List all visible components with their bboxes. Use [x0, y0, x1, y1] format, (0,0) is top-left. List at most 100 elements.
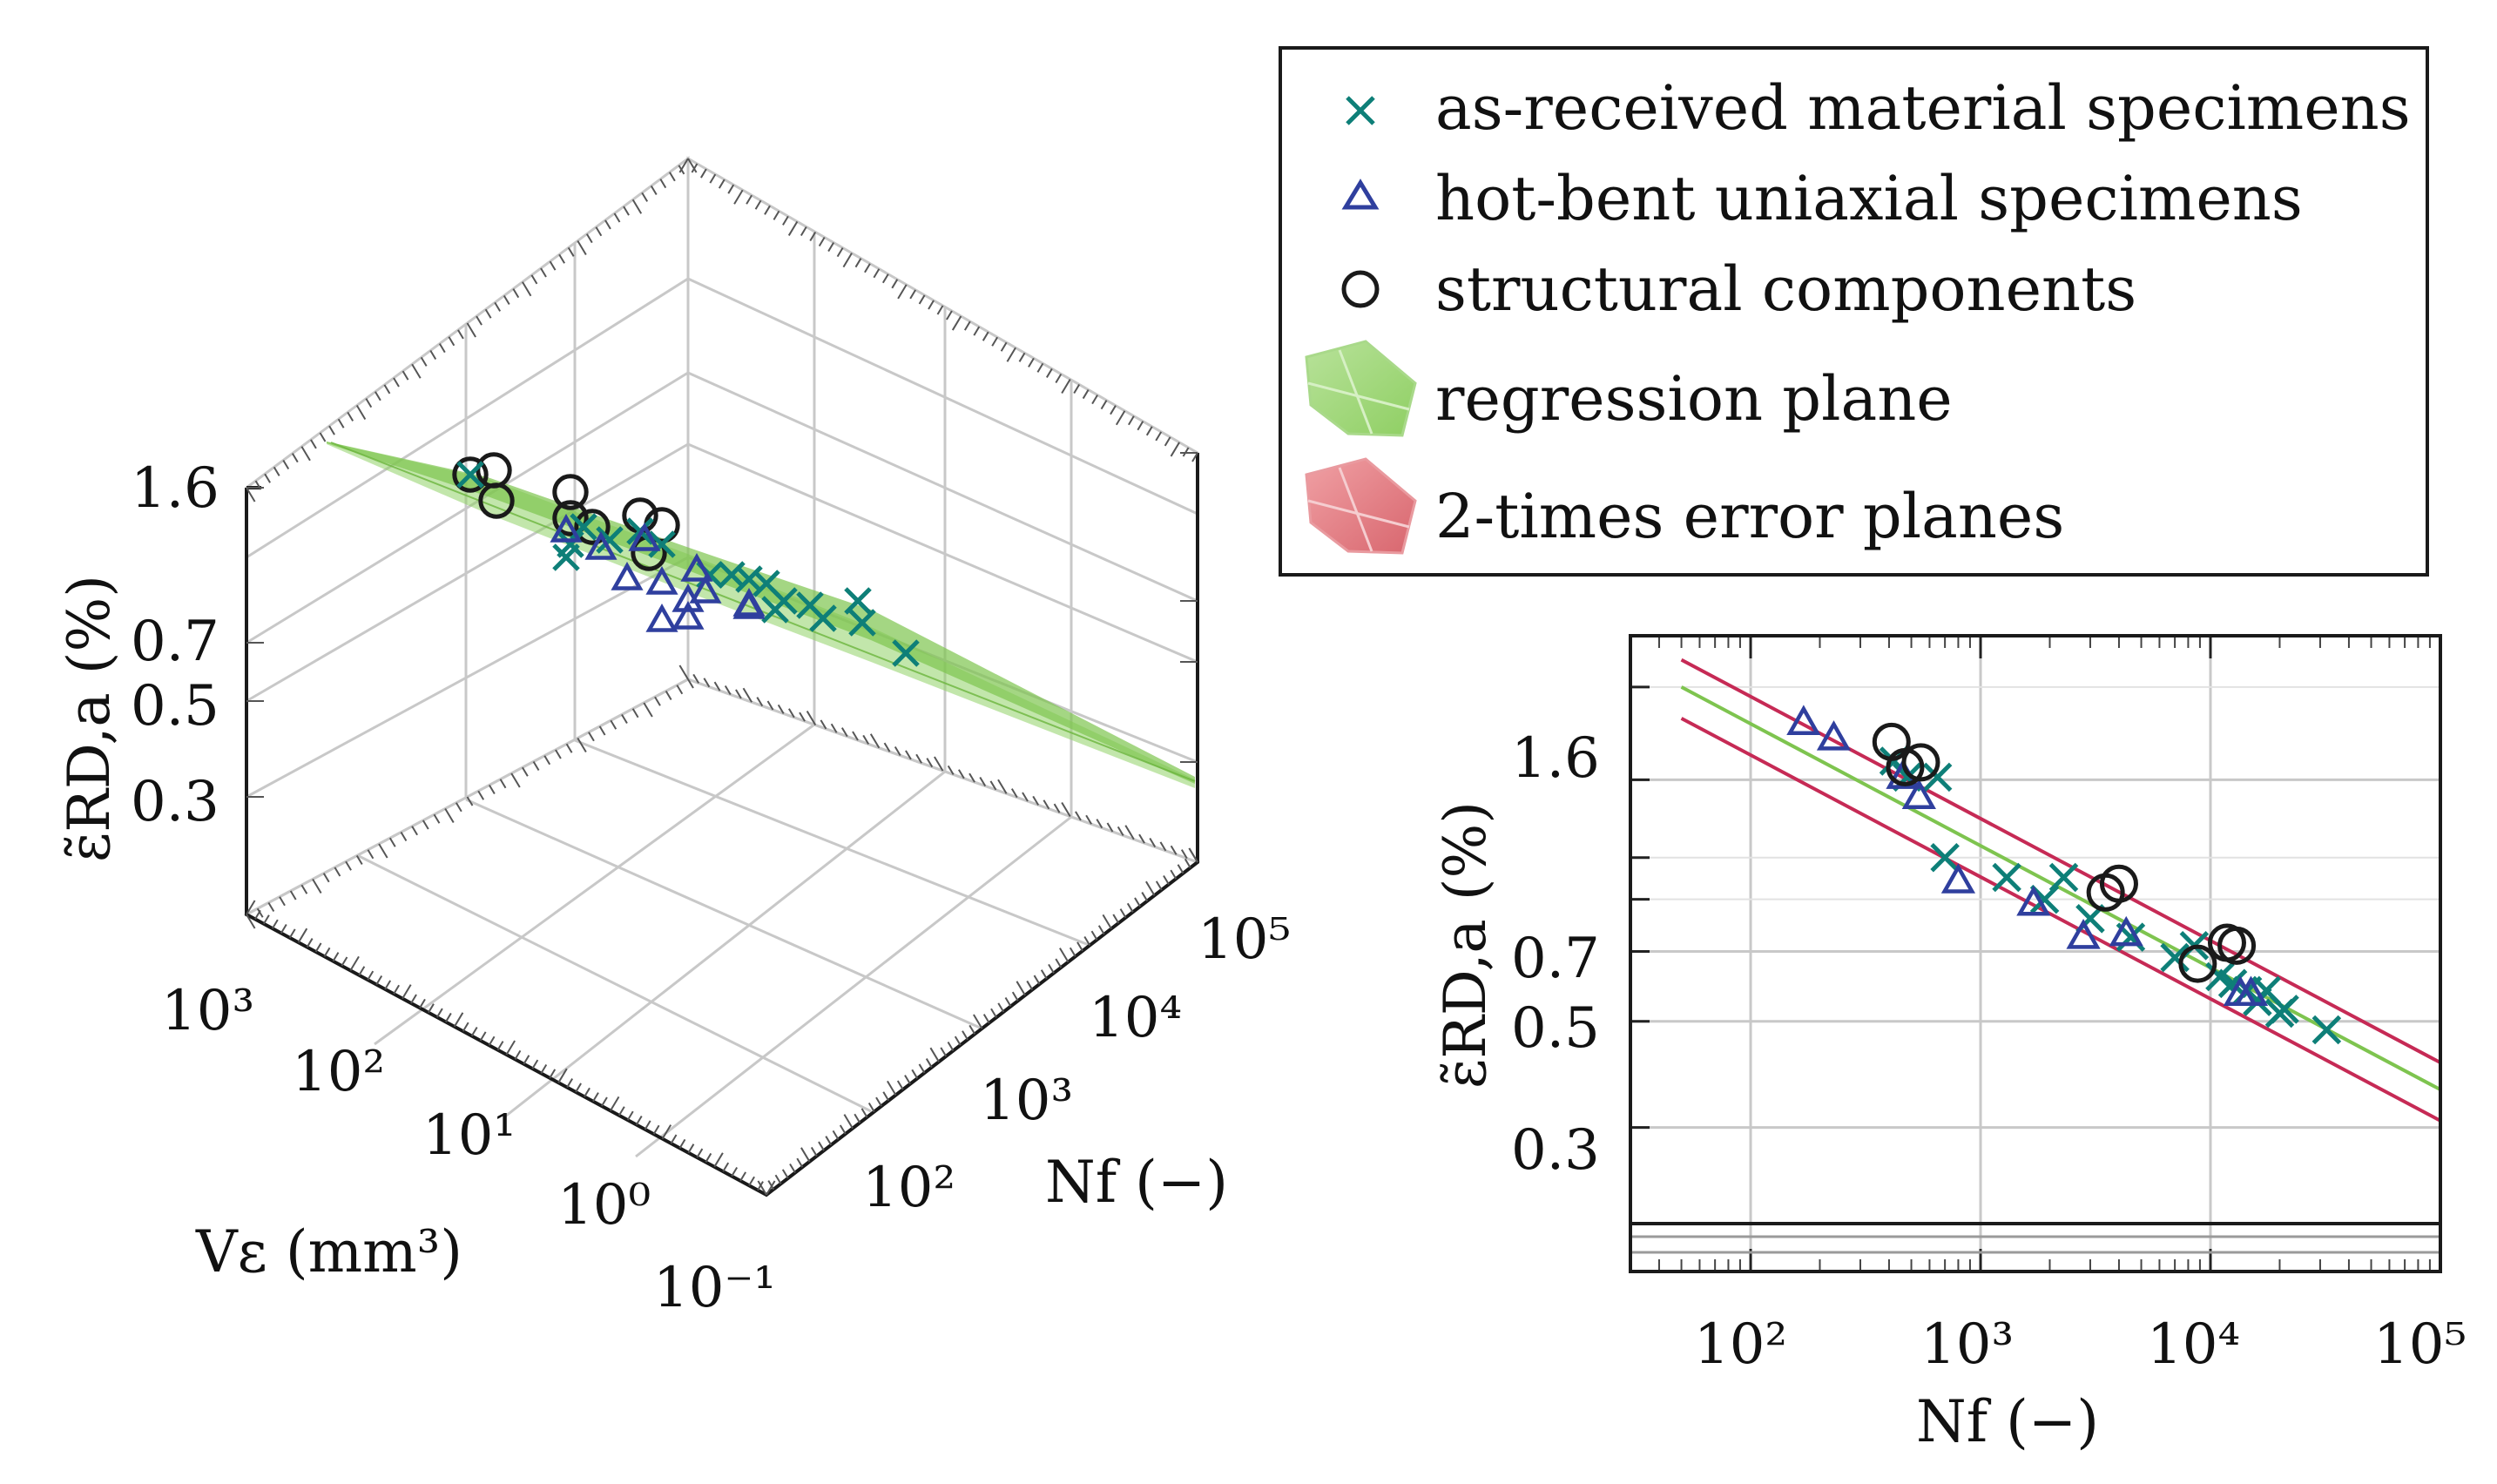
v-tick-label: 10¹ [422, 1103, 516, 1168]
triangle-point [2016, 885, 2051, 916]
cross-point [1922, 762, 1953, 793]
circle-point [2217, 926, 2257, 965]
cross-point-3d [718, 561, 746, 589]
circle-point-3d [452, 456, 489, 493]
triangle-point-3d [628, 523, 661, 551]
triangle-point-3d [680, 553, 713, 582]
legend-item-regression: regression plane [1305, 340, 1953, 437]
grid-3d [243, 156, 1201, 1197]
y-tick-label: 1.6 [1511, 726, 1600, 791]
plot-3d: 1.6 0.7 0.5 0.3 ε̃RD,a (%) 10³ 10² 10¹ 1… [56, 156, 1291, 1320]
cross-point-3d [809, 604, 837, 632]
cross-point-3d [596, 526, 624, 554]
v-tick-label: 10³ [161, 979, 254, 1043]
circle-point [1901, 743, 1940, 782]
triangle-point [2066, 919, 2101, 949]
v-tick-label: 10⁻¹ [653, 1256, 776, 1320]
n-tick-label: 10⁴ [1089, 986, 1182, 1050]
circle-point [1886, 747, 1925, 786]
triangle-marker-icon [1341, 179, 1380, 210]
circle-point [2178, 944, 2217, 983]
circle-point-3d [478, 482, 515, 519]
circle-point-3d [552, 500, 589, 536]
legend-label: structural components [1435, 253, 2136, 325]
cross-point-3d [892, 639, 920, 667]
n-tick-label: 10⁵ [1198, 907, 1291, 972]
plot-2d-area [1630, 636, 2440, 1272]
upper-error-line [1680, 658, 2440, 1064]
n-tick-label: 10² [862, 1156, 955, 1220]
cross-point [1992, 862, 2021, 893]
circle-marker-icon [1341, 270, 1380, 308]
regression-line [1680, 685, 2440, 1091]
z-axis-label: ε̃RD,a (%) [56, 575, 123, 862]
v-tick-label: 10⁰ [557, 1173, 651, 1238]
triangle-point-3d [671, 601, 705, 630]
z-tick-label: 0.5 [131, 674, 219, 739]
triangle-point [2109, 915, 2143, 947]
triangle-point [1901, 779, 1936, 810]
cross-point-3d [761, 596, 789, 624]
legend-item-triangle: hot-bent uniaxial specimens [1341, 163, 2303, 234]
cross-point [2217, 968, 2248, 999]
legend-item-cross: as-received material specimens [1346, 72, 2411, 144]
cross-point-3d [844, 587, 872, 615]
legend-item-error: 2-times error planes [1305, 457, 2064, 555]
circle-point-3d [574, 509, 611, 545]
legend-box [1279, 46, 2429, 577]
ticks-3d [246, 158, 1198, 1196]
triangle-point [1786, 705, 1821, 735]
triangle-point-3d [584, 531, 618, 560]
cross-point-3d [648, 530, 676, 558]
x-tick-label: 10³ [1920, 1312, 2014, 1377]
cross-point [2311, 1015, 2342, 1045]
legend-label: hot-bent uniaxial specimens [1435, 163, 2303, 234]
fit-lines [1680, 658, 2440, 1123]
v-axis-ticks: 10³ 10² 10¹ 10⁰ 10⁻¹ [161, 979, 776, 1320]
cross-marker-icon [1346, 96, 1375, 125]
cross-point-3d [735, 565, 763, 593]
x-tick-label: 10⁵ [2373, 1312, 2467, 1377]
triangle-point-3d [689, 575, 722, 604]
y-axis-ticks: 1.6 0.7 0.5 0.3 [1511, 726, 1600, 1183]
z-axis-ticks: 1.6 0.7 0.5 0.3 [131, 456, 219, 834]
y-axis-label: ε̃RD,a (%) [1432, 801, 1499, 1089]
triangle-point-3d [645, 566, 678, 595]
x-axis-label: Nf (−) [1916, 1388, 2099, 1455]
green-patch-icon [1305, 340, 1417, 437]
triangle-point [2233, 975, 2269, 1007]
circle-point-3d [552, 474, 589, 510]
legend-item-circle: structural components [1341, 253, 2136, 325]
cross-point [1930, 842, 1960, 873]
v-tick-label: 10² [292, 1040, 385, 1104]
legend-label: regression plane [1435, 363, 1953, 435]
circle-point [2099, 864, 2138, 903]
x-axis-ticks: 10² 10³ 10⁴ 10⁵ [1694, 1312, 2467, 1377]
lower-error-line [1680, 717, 2440, 1123]
cross-point-3d [456, 461, 484, 489]
plot-2d-frame [1629, 634, 2442, 1273]
triangle-point [1940, 863, 1976, 894]
x-tick-label: 10⁴ [2147, 1312, 2240, 1377]
z-tick-label: 1.6 [131, 456, 219, 521]
n-axis-ticks: 10² 10³ 10⁴ 10⁵ [862, 907, 1291, 1220]
y-tick-label: 0.7 [1511, 927, 1600, 991]
cross-point-3d [848, 609, 876, 637]
legend-label: as-received material specimens [1435, 72, 2411, 144]
red-patch-icon [1305, 457, 1417, 555]
x-tick-label: 10² [1694, 1312, 1787, 1377]
y-tick-label: 0.3 [1511, 1118, 1600, 1183]
y-tick-label: 0.5 [1511, 996, 1600, 1061]
cross-point [2160, 942, 2190, 973]
z-tick-label: 0.7 [131, 610, 219, 674]
triangle-point [1816, 720, 1852, 751]
n-axis-label: Nf (−) [1045, 1149, 1228, 1216]
n-tick-label: 10³ [980, 1069, 1073, 1133]
cross-point [2048, 862, 2079, 893]
legend-label: 2-times error planes [1435, 481, 2064, 552]
triangle-point-3d [611, 562, 644, 590]
triangle-point-3d [550, 514, 583, 543]
v-axis-label: Vε (mm³) [195, 1218, 462, 1285]
markers-2d [1786, 705, 2342, 1045]
